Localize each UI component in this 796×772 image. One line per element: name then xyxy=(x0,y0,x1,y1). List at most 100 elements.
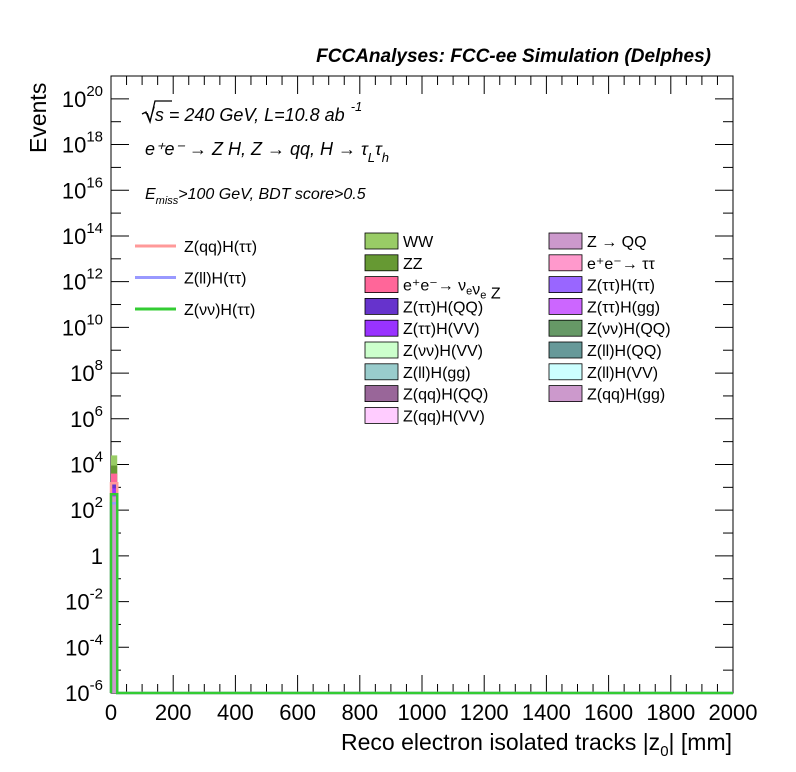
y-tick-exponent: 2 xyxy=(95,494,103,511)
legend-color-swatch xyxy=(364,254,399,272)
legend-label-sub: e xyxy=(466,286,472,298)
y-tick-exponent: -2 xyxy=(90,586,103,603)
y-tick-exponent: 8 xyxy=(95,357,103,374)
y-tick-base: 10 xyxy=(65,681,89,706)
legend-label-part: Z(ττ)H(ττ) xyxy=(587,278,655,295)
y-tick-label: 106 xyxy=(70,403,103,432)
legend-label-part: WW xyxy=(403,234,434,251)
y-tick-base: 10 xyxy=(70,452,94,477)
y-tick-label: 1018 xyxy=(62,129,103,158)
y-tick-exponent: 10 xyxy=(86,311,103,328)
y-tick-label: 10-6 xyxy=(65,677,103,706)
y-axis-title: Events xyxy=(25,83,51,153)
x-tick-label: 800 xyxy=(341,700,378,725)
legend-color-swatch xyxy=(364,319,399,337)
legend-label-part: Z(ττ)H(VV) xyxy=(403,321,480,338)
legend-color-swatch xyxy=(548,319,583,337)
legend-label: Z(ll)H(ττ) xyxy=(184,271,246,288)
legend-color-swatch xyxy=(364,232,399,250)
y-tick-exponent: 12 xyxy=(86,266,103,283)
annotation-cuts-e: E xyxy=(145,186,156,203)
y-tick-exponent: 18 xyxy=(86,129,103,146)
y-tick-base: 10 xyxy=(70,361,94,386)
legend-label-part: Z(ll)H(QQ) xyxy=(587,343,662,360)
plot-frame xyxy=(110,75,734,694)
legend-color-swatch xyxy=(548,254,583,272)
legend-label: Z(ll)H(VV) xyxy=(587,365,658,382)
legend-label: Z(νν)H(ττ) xyxy=(184,302,255,319)
legend-label-sub: e xyxy=(480,290,486,302)
x-tick-label: 1400 xyxy=(522,700,571,725)
sqrt-symbol xyxy=(141,100,172,125)
legend: Z(qq)H(ττ) Z(ll)H(ττ) Z(νν)H(ττ) WW ZZ e⁺e⁻→ … xyxy=(135,232,671,425)
legend-color-swatch xyxy=(364,341,399,359)
annotation-energy-text: √s = 240 GeV, L=10.8 ab xyxy=(145,105,345,125)
y-tick-label: 1014 xyxy=(62,220,103,249)
y-tick-base: 10 xyxy=(62,315,86,340)
annotation-process-text: e⁺e⁻ → Z H, Z → qq, H → τ xyxy=(145,139,369,159)
legend-label: Z(νν)H(QQ) xyxy=(587,321,671,338)
y-tick-label: 1016 xyxy=(62,174,103,203)
x-tick-label: 600 xyxy=(279,700,316,725)
legend-label: Z(qq)H(ττ) xyxy=(184,239,257,256)
y-tick-base: 1 xyxy=(91,544,103,569)
x-tick-label: 1000 xyxy=(398,700,447,725)
stack-bar xyxy=(111,496,118,693)
y-tick-label: 108 xyxy=(70,357,103,386)
annotations: √s = 240 GeV, L=10.8 ab -1 e⁺e⁻ → Z H, Z … xyxy=(141,99,389,207)
y-tick-label: 1012 xyxy=(62,266,103,295)
y-tick-exponent: 20 xyxy=(86,83,103,100)
x-tick-label: 200 xyxy=(155,700,192,725)
legend-color-swatch xyxy=(364,385,399,403)
y-tick-label: 1010 xyxy=(62,311,103,340)
legend-label-part: Z(ll)H(gg) xyxy=(403,365,471,382)
y-tick-label: 102 xyxy=(70,494,103,523)
legend-color-swatch xyxy=(364,276,399,294)
x-tick-label: 0 xyxy=(105,700,117,725)
y-tick-label: 10-2 xyxy=(65,586,103,615)
y-tick-base: 10 xyxy=(70,407,94,432)
x-tick-labels: 0 200 400 600 800 1000 1200 1400 1600 1800 2000 xyxy=(105,700,758,725)
legend-label-part: Z xyxy=(486,286,500,303)
legend-label: Z(ll)H(gg) xyxy=(403,365,471,382)
x-axis-title-sub: 0 xyxy=(660,743,668,760)
y-tick-label: 10-4 xyxy=(65,631,103,660)
legend-label-part: Z(νν)H(QQ) xyxy=(587,321,671,338)
header-title: FCCAnalyses: FCC-ee Simulation (Delphes) xyxy=(316,46,711,67)
x-axis-title: Reco electron isolated tracks |z0| [mm] xyxy=(341,729,732,760)
annotation-energy-lumi: √s = 240 GeV, L=10.8 ab -1 xyxy=(145,99,362,125)
legend-label: Z(ττ)H(gg) xyxy=(587,299,660,316)
legend-label-part: Z → QQ xyxy=(587,234,647,251)
legend-label: e⁺e⁻→ ττ xyxy=(587,256,655,273)
annotation-process-sub2: h xyxy=(382,150,389,165)
y-tick-base: 10 xyxy=(62,270,86,295)
y-tick-exponent: 6 xyxy=(95,403,103,420)
legend-color-swatch xyxy=(364,297,399,315)
annotation-cuts-sub: miss xyxy=(156,195,179,207)
annotation-process-sub1: L xyxy=(368,150,375,165)
y-tick-base: 10 xyxy=(62,133,86,158)
legend-label-part: Z(νν)H(VV) xyxy=(403,343,483,360)
annotation-lumi-exponent: -1 xyxy=(351,99,363,114)
annotation-cuts: Emiss>100 GeV, BDT score>0.5 xyxy=(145,186,366,207)
y-tick-base: 10 xyxy=(65,635,89,660)
y-tick-label: 1 xyxy=(91,544,103,569)
y-tick-exponent: -4 xyxy=(90,631,103,648)
y-tick-base: 10 xyxy=(65,590,89,615)
signal-line xyxy=(109,502,733,695)
signal-line xyxy=(109,492,733,695)
y-tick-exponent: 16 xyxy=(86,174,103,191)
y-tick-base: 10 xyxy=(62,224,86,249)
x-axis-title-end: | [mm] xyxy=(669,729,732,755)
legend-label-part: e⁺e⁻→ ν xyxy=(403,278,466,295)
legend-label-part: Z(qq)H(QQ) xyxy=(403,387,488,404)
legend-label: Z → QQ xyxy=(587,234,647,251)
y-tick-exponent: -6 xyxy=(90,677,103,694)
y-tick-label: 104 xyxy=(70,448,103,477)
legend-label: Z(ττ)H(VV) xyxy=(403,321,480,338)
legend-color-swatch xyxy=(548,297,583,315)
legend-color-swatch xyxy=(548,363,583,381)
legend-label-part: Z(ll)H(VV) xyxy=(587,365,658,382)
legend-color-swatch xyxy=(364,363,399,381)
